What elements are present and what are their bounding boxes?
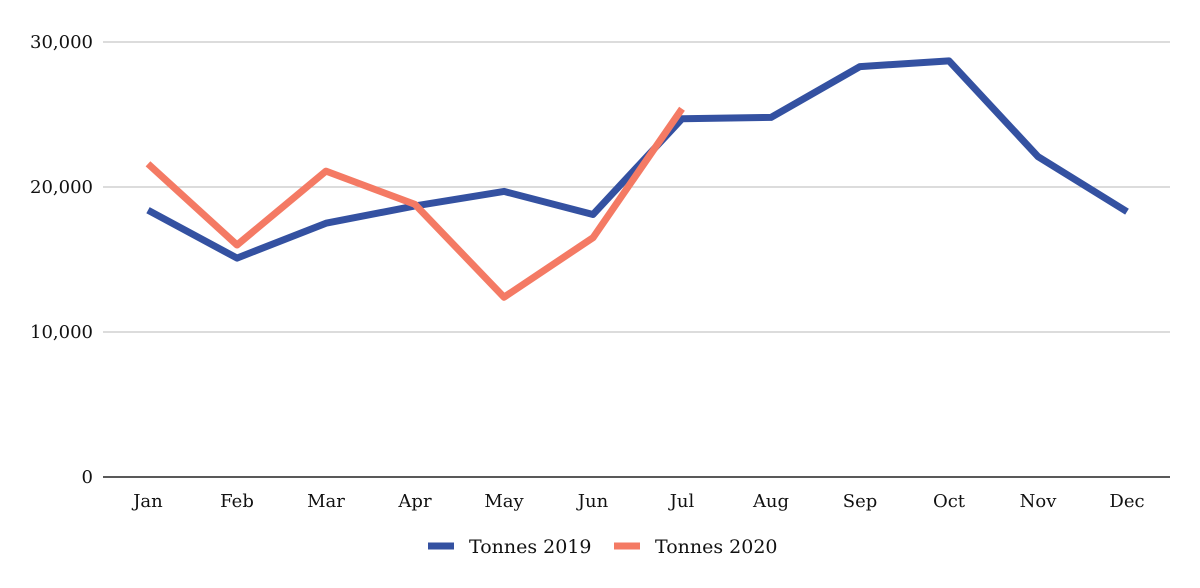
x-tick-label: Jan xyxy=(131,491,163,512)
x-tick-label: Dec xyxy=(1109,491,1144,512)
y-tick-label: 10,000 xyxy=(30,322,93,343)
series-line-tonnes-2020 xyxy=(145,106,685,301)
legend-label: Tonnes 2019 xyxy=(469,536,592,558)
series-lines xyxy=(145,57,1129,301)
gridlines xyxy=(103,41,1170,333)
x-tick-label: Sep xyxy=(843,491,878,512)
x-tick-label: Feb xyxy=(220,491,254,512)
x-tick-label: Aug xyxy=(752,491,789,512)
legend-label: Tonnes 2020 xyxy=(655,536,778,558)
x-tick-label: Apr xyxy=(397,491,432,512)
x-tick-label: May xyxy=(484,491,524,512)
legend: Tonnes 2019 Tonnes 2020 xyxy=(428,536,778,558)
y-axis-tick-labels: 0 10,000 20,000 30,000 xyxy=(30,32,93,488)
x-tick-label: Nov xyxy=(1020,491,1058,512)
y-tick-label: 30,000 xyxy=(30,32,93,53)
y-tick-label: 0 xyxy=(82,467,93,488)
x-tick-label: Jul xyxy=(668,491,695,512)
x-tick-label: Mar xyxy=(307,491,345,512)
y-tick-label: 20,000 xyxy=(30,177,93,198)
x-axis-tick-labels: Jan Feb Mar Apr May Jun Jul Aug Sep Oct Nov Dec xyxy=(131,491,1144,512)
x-tick-label: Oct xyxy=(933,491,966,512)
series-line-tonnes-2019 xyxy=(146,57,1129,262)
x-tick-label: Jun xyxy=(576,491,609,512)
